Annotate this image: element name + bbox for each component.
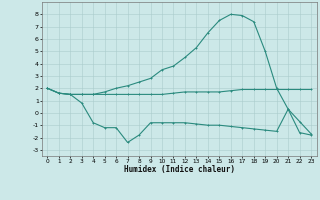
X-axis label: Humidex (Indice chaleur): Humidex (Indice chaleur) [124, 165, 235, 174]
